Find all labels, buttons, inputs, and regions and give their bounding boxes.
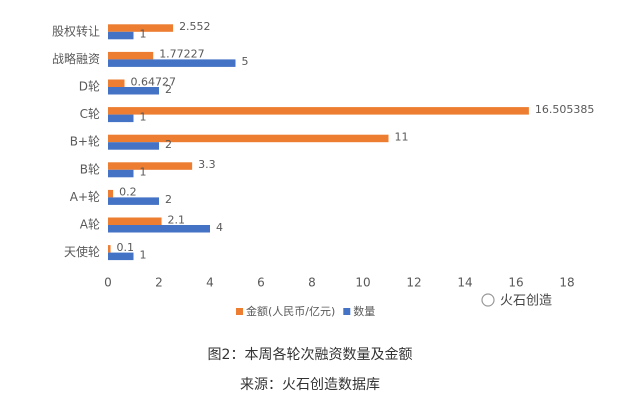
bar xyxy=(108,217,162,225)
bar xyxy=(108,31,134,40)
y-tick-label: D轮 xyxy=(79,80,100,94)
legend-swatch xyxy=(236,308,243,315)
bar xyxy=(108,197,159,205)
watermark-text: 火石创造 xyxy=(500,294,552,309)
x-tick-label: 0 xyxy=(104,276,112,290)
watermark: 火石创造 xyxy=(481,293,552,309)
legend-label: 金额(人民币/亿元) xyxy=(246,304,335,318)
bar xyxy=(108,225,210,233)
legend-swatch xyxy=(343,308,351,315)
value-label: 0.64727 xyxy=(131,75,177,88)
bar xyxy=(108,59,236,67)
bar xyxy=(108,252,134,261)
legend-label: 数量 xyxy=(353,305,375,318)
bar xyxy=(108,24,174,32)
x-tick-label: 4 xyxy=(206,276,214,290)
value-label: 1.77227 xyxy=(159,48,205,61)
value-label: 1 xyxy=(140,28,147,41)
bar xyxy=(108,114,134,123)
y-tick-label: 战略融资 xyxy=(52,51,100,66)
value-label: 0.2 xyxy=(119,186,137,199)
value-label: 11 xyxy=(395,130,409,143)
x-tick-label: 2 xyxy=(155,276,163,290)
bar xyxy=(108,245,111,253)
value-label: 4 xyxy=(216,221,223,234)
watermark-icon xyxy=(481,293,495,307)
value-label: 0.1 xyxy=(117,241,135,254)
bar xyxy=(108,87,159,95)
value-label: 1 xyxy=(140,110,147,123)
x-tick-label: 14 xyxy=(457,276,472,290)
value-label: 16.505385 xyxy=(535,103,595,116)
y-tick-label: B轮 xyxy=(80,162,100,176)
bar xyxy=(108,79,125,87)
bar xyxy=(108,134,389,143)
value-label: 2.1 xyxy=(168,213,186,226)
y-tick-label: B+轮 xyxy=(70,135,100,149)
x-tick-label: 10 xyxy=(355,276,370,290)
x-tick-label: 6 xyxy=(257,276,265,290)
x-tick-label: 8 xyxy=(308,276,316,290)
bar xyxy=(108,169,134,178)
bar xyxy=(108,189,114,198)
x-tick-label: 18 xyxy=(559,276,574,290)
y-tick-label: 天使轮 xyxy=(64,244,100,259)
value-label: 2 xyxy=(165,193,172,206)
bar xyxy=(108,142,159,150)
value-label: 2 xyxy=(165,138,172,151)
value-label: 2.552 xyxy=(179,20,211,33)
caption: 图2：本周各轮次融资数量及金额 xyxy=(208,347,413,363)
x-tick-label: 16 xyxy=(508,276,523,290)
value-label: 1 xyxy=(140,248,147,261)
bar xyxy=(108,162,193,170)
bar xyxy=(108,107,529,115)
y-tick-label: A+轮 xyxy=(70,190,100,204)
source: 来源：火石创造数据库 xyxy=(240,377,380,393)
y-tick-label: 股权转让 xyxy=(52,23,100,38)
x-tick-label: 12 xyxy=(406,276,421,290)
value-label: 5 xyxy=(242,55,249,68)
y-tick-label: C轮 xyxy=(80,107,100,121)
bar xyxy=(108,51,154,60)
value-label: 2 xyxy=(165,83,172,96)
value-label: 3.3 xyxy=(198,158,216,171)
value-label: 1 xyxy=(140,166,147,179)
y-tick-label: A轮 xyxy=(80,218,100,232)
